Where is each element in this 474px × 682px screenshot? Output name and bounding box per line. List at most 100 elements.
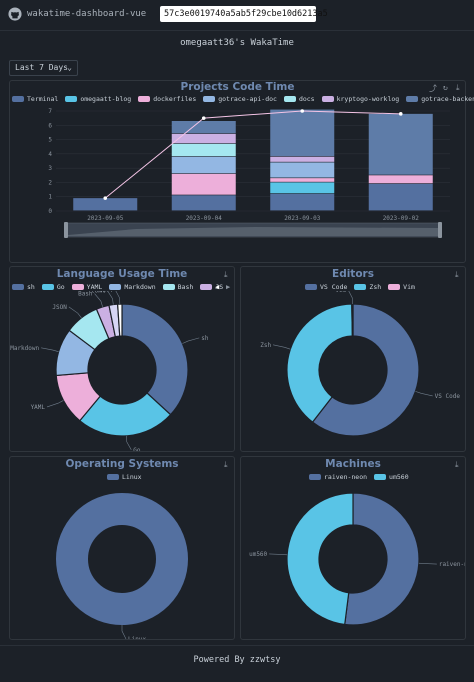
donut-slice: [311, 303, 420, 437]
download-icon[interactable]: ⤓: [455, 460, 459, 469]
total-point: [201, 116, 206, 120]
bar-segment: [270, 162, 335, 178]
language-legend: sh Go YAML Markdown Bash JS: [12, 283, 230, 291]
download-icon[interactable]: ⤓: [224, 270, 228, 279]
range-select-value: Last 7 Days: [15, 63, 68, 72]
legend-item[interactable]: gotrace-backend-dc: [406, 95, 474, 103]
total-line: [104, 110, 401, 199]
repo-name[interactable]: wakatime-dashboard-vue: [27, 9, 147, 19]
github-icon[interactable]: [8, 7, 22, 21]
legend-label: Terminal: [27, 95, 59, 103]
download-icon[interactable]: ⤓: [224, 460, 228, 469]
machines-panel-title: Machines: [325, 458, 381, 470]
legend-item[interactable]: JS: [200, 283, 223, 291]
total-point: [300, 109, 305, 113]
language-panel: Language Usage Time ⤓ sh Go YAML Markdown Ba…: [9, 266, 235, 452]
label-line: [115, 291, 121, 305]
projects-panel-title: Projects Code Time: [180, 81, 295, 93]
bar-segment: [270, 182, 335, 194]
machines-panel: Machines ⤓ raiven-neon um560 raiven-neon u…: [240, 456, 466, 640]
os-panel-title: Operating Systems: [65, 458, 179, 470]
legend-label: omegaatt-blog: [80, 95, 132, 103]
editors-legend: VS Code Zsh Vim: [305, 283, 422, 291]
legend-item[interactable]: gotrace-api-doc: [203, 95, 277, 103]
download-icon[interactable]: ⤓: [456, 83, 460, 92]
legend-item[interactable]: kryptogo-worklog: [321, 95, 400, 103]
bar-segment: [270, 193, 335, 211]
slice-label: Bash: [78, 291, 93, 298]
legend-next-icon[interactable]: ▶: [226, 283, 231, 291]
donut-slice: [121, 303, 189, 416]
y-tick-label: 1: [48, 194, 52, 201]
legend-label: kryptogo-worklog: [336, 95, 400, 103]
donut-slice: [56, 493, 188, 625]
y-tick-label: 7: [48, 108, 52, 115]
legend-item[interactable]: docs: [283, 95, 315, 103]
bar-segment: [270, 109, 335, 157]
legend-label: gotrace-api-doc: [218, 95, 277, 103]
brush-icon[interactable]: ⤴: [429, 84, 437, 93]
editors-panel-title: Editors: [332, 268, 374, 280]
legend-label: VS Code: [320, 283, 348, 291]
legend-item[interactable]: YAML: [71, 283, 103, 291]
donut-slice: [351, 303, 354, 337]
label-line: [273, 344, 291, 350]
label-line: [94, 293, 103, 307]
api-token-input[interactable]: 57c3e0019740a5ab5f29cbe10d6213a5: [160, 6, 328, 22]
legend-item[interactable]: VS Code: [305, 283, 347, 291]
legend-label: Vim: [403, 283, 415, 291]
top-bar: wakatime-dashboard-vue 57c3e0019740a5ab5…: [0, 0, 474, 31]
donut-slice: [286, 492, 354, 626]
legend-item[interactable]: raiven-neon: [309, 473, 367, 481]
legend-item[interactable]: um560: [374, 473, 409, 481]
legend-prev-icon[interactable]: ◀: [215, 283, 220, 291]
refresh-icon[interactable]: ↻: [443, 83, 448, 92]
legend-item[interactable]: Zsh: [354, 283, 381, 291]
donut-slice: [344, 492, 420, 626]
zoom-slider-area: [68, 227, 438, 236]
legend-item[interactable]: Bash: [162, 283, 194, 291]
label-line: [107, 291, 114, 305]
y-tick-label: 0: [48, 208, 52, 215]
label-line: [182, 337, 200, 344]
label-line: [418, 562, 437, 565]
range-select[interactable]: Last 7 Days ⌄: [9, 60, 78, 76]
label-line: [348, 291, 353, 305]
donut-slice: [286, 303, 353, 423]
legend-label: dockerfiles: [153, 95, 197, 103]
legend-label: Markdown: [124, 283, 156, 291]
legend-item[interactable]: omegaatt-blog: [65, 95, 131, 103]
slice-label: Linux: [128, 636, 146, 639]
legend-item[interactable]: sh: [12, 283, 35, 291]
legend-label: Linux: [122, 473, 142, 481]
label-line: [269, 553, 288, 556]
machines-legend: raiven-neon um560: [309, 473, 416, 481]
legend-item[interactable]: Go: [41, 283, 65, 291]
label-line: [46, 400, 64, 408]
bar-segment: [73, 198, 138, 211]
bar-segment: [270, 156, 335, 162]
legend-label: JS: [215, 283, 224, 291]
machines-donut-chart: raiven-neon um560: [249, 492, 465, 626]
legend-item[interactable]: Terminal: [12, 95, 58, 103]
legend-label: Bash: [177, 283, 194, 291]
download-icon[interactable]: ⤓: [455, 270, 459, 279]
editors-donut-chart: VS Code Zsh Vim: [260, 291, 460, 437]
legend-item[interactable]: Linux: [107, 473, 142, 481]
legend-item[interactable]: dockerfiles: [138, 95, 196, 103]
slice-label: JSON: [52, 304, 67, 311]
projects-legend: Terminal omegaatt-blog dockerfiles gotrace-…: [12, 95, 474, 103]
x-tick-label: 2023-09-04: [186, 215, 223, 222]
legend-label: YAML: [86, 283, 103, 291]
label-line: [41, 347, 59, 352]
slice-label: sh: [201, 335, 209, 342]
legend-label: Go: [56, 283, 65, 291]
total-point: [398, 112, 403, 116]
slice-label: YAML: [31, 404, 46, 411]
slice-label: Zsh: [260, 342, 271, 349]
legend-item[interactable]: Vim: [388, 283, 415, 291]
legend-item[interactable]: Markdown: [109, 283, 156, 291]
projects-bar-chart: 0 1 2 3 4 5 6 7 2023-09-05 2023-09-04 2023-09-03 20…: [48, 108, 450, 238]
x-tick-label: 2023-09-05: [87, 215, 124, 222]
bar-segment: [368, 113, 433, 175]
